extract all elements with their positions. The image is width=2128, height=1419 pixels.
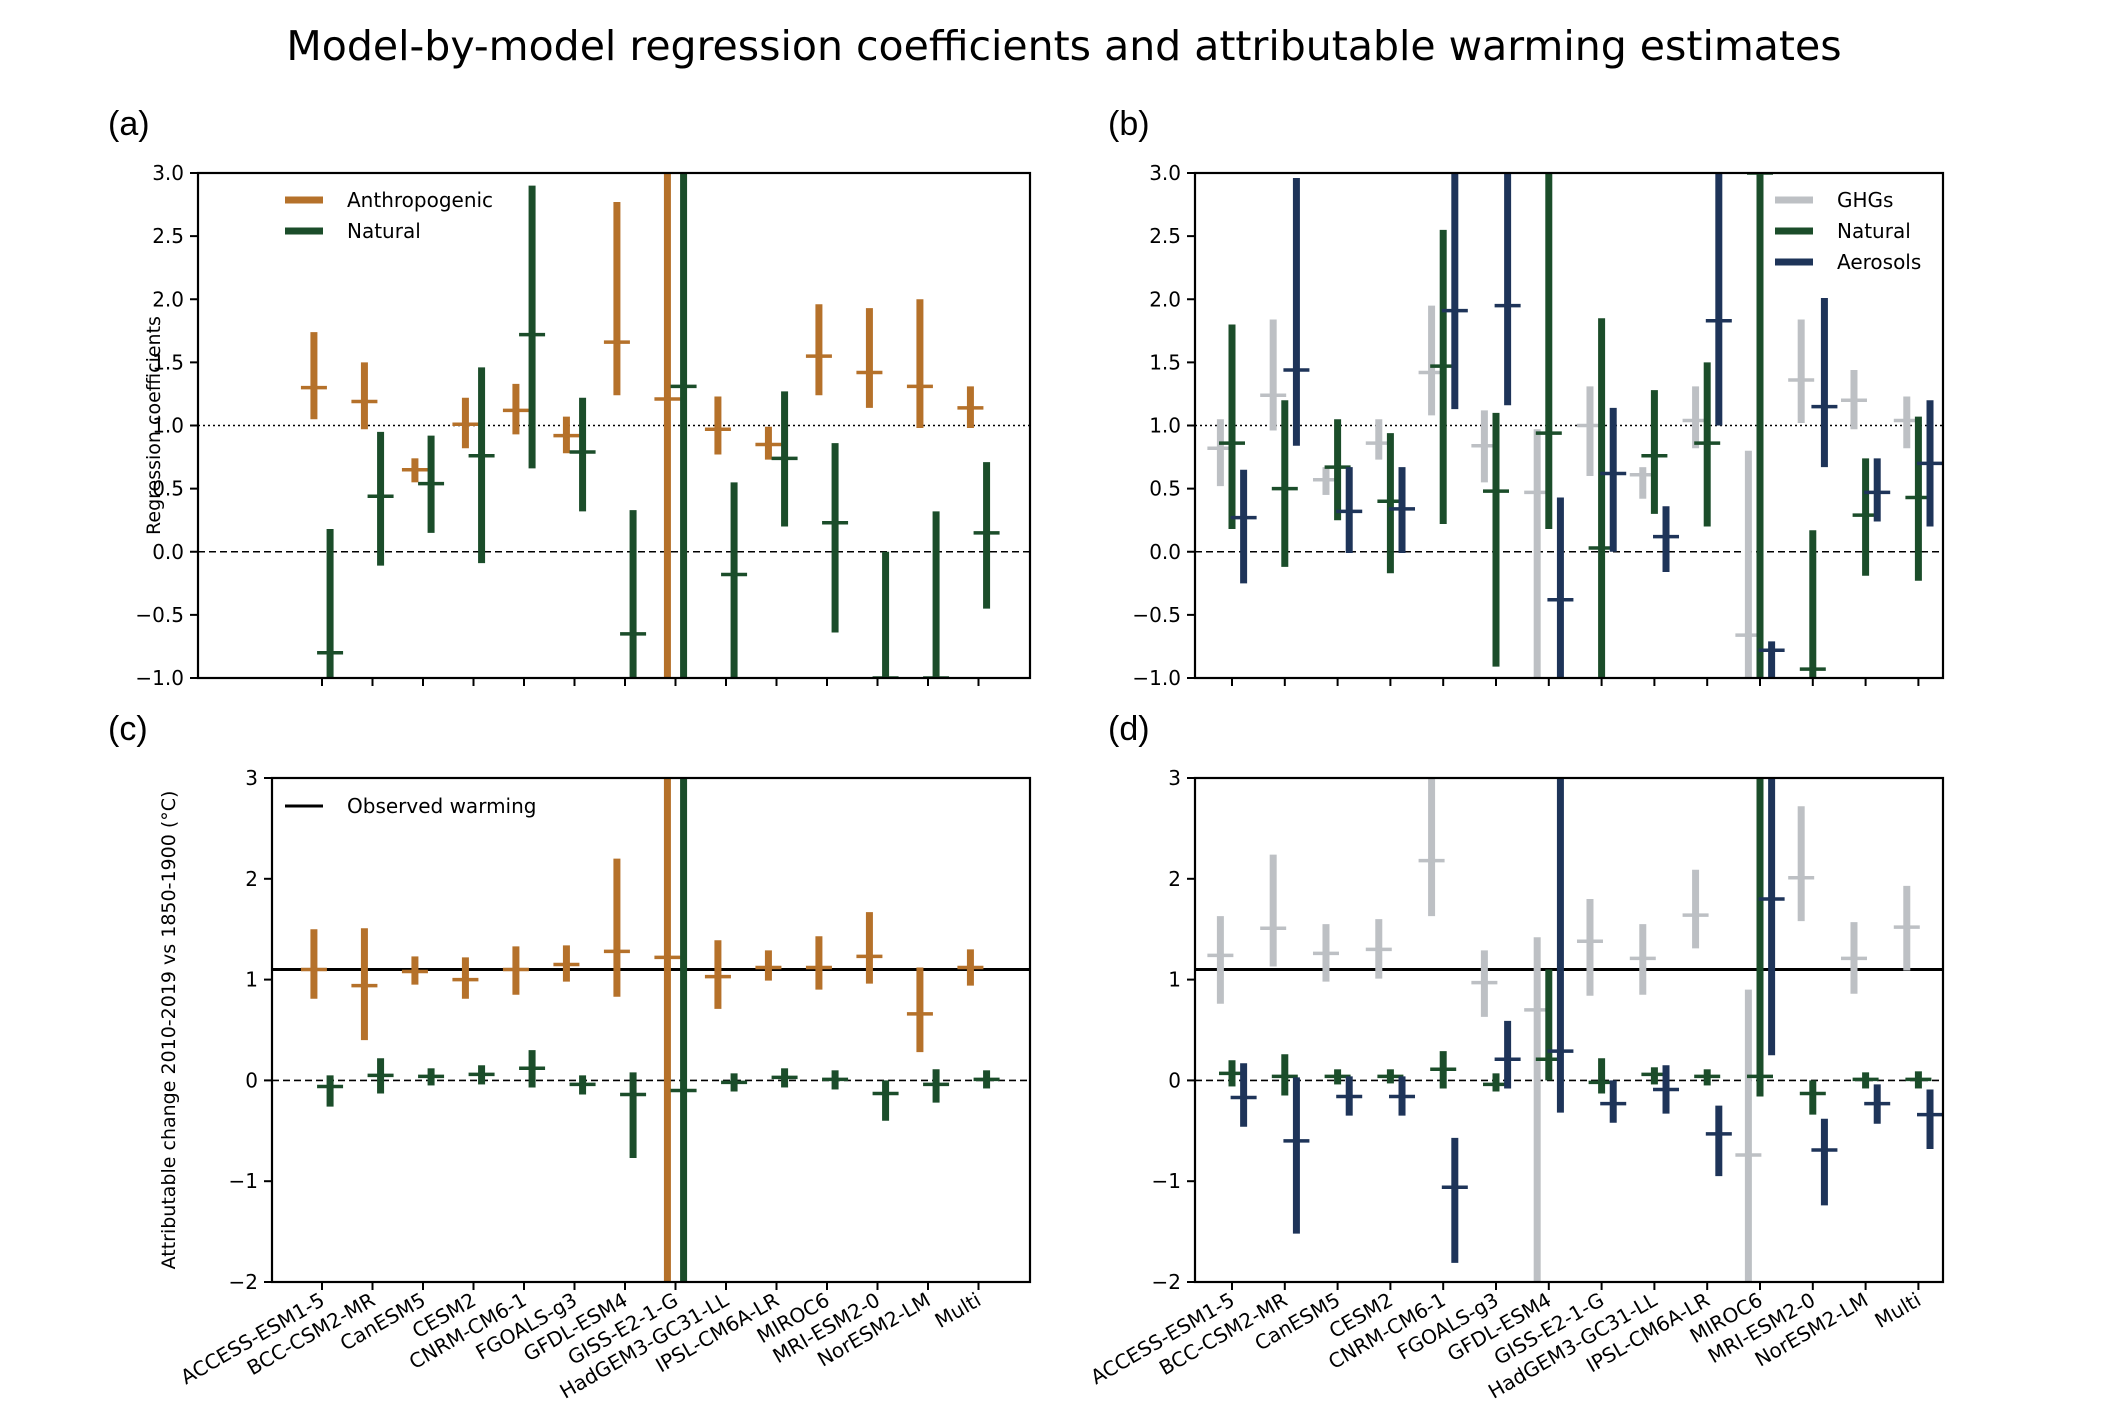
figure-title: Model-by-model regression coefficients a… (286, 22, 1842, 70)
y-tick-label: −2 (229, 1270, 258, 1294)
y-axis-title: Attributable change 2010-2019 vs 1850-19… (158, 791, 180, 1270)
plot-area (272, 778, 1030, 1282)
y-tick-label: −1.0 (1132, 666, 1181, 690)
panel-label: (b) (1108, 105, 1150, 143)
plot-frame (196, 171, 1032, 680)
y-tick-label: 1 (1168, 968, 1181, 992)
panel-a: (a) −1.0 −0.5 0.0 0.5 1.0 1.5 2.0 2.5 3.0 Regressi… (108, 105, 1032, 690)
y-tick-label: 2.5 (1149, 224, 1181, 248)
plot-frame (1193, 776, 1945, 1284)
plot-frame (270, 776, 1032, 1284)
x-tick-label: Multi (1871, 1288, 1925, 1333)
y-tick-label: 3.0 (152, 161, 184, 185)
y-tick-label: 2 (1168, 867, 1181, 891)
legend-label: Aerosols (1837, 250, 1921, 274)
legend-label: GHGs (1837, 188, 1893, 212)
y-tick-label: 0 (1168, 1068, 1181, 1092)
y-tick-label: 2.0 (1149, 287, 1181, 311)
legend-label: Anthropogenic (347, 188, 493, 212)
y-tick-label: −2 (1152, 1270, 1181, 1294)
y-tick-label: −0.5 (135, 603, 184, 627)
panel-label: (a) (108, 105, 150, 143)
x-tick-label: Multi (931, 1288, 985, 1333)
y-tick-label: −1 (229, 1169, 258, 1193)
y-tick-label: −1.0 (135, 666, 184, 690)
panel-b: (b) −1.0 −0.5 0.0 0.5 1.0 1.5 2.0 2.5 3.0 GHGs Natu… (1108, 105, 1945, 690)
y-tick-label: 2 (245, 867, 258, 891)
panel-c: (c) −2 −1 0 1 2 3 Attributable change 2010-2019… (108, 710, 1032, 1404)
panel-label: (d) (1108, 710, 1150, 748)
y-tick-label: 0 (245, 1068, 258, 1092)
plot-area (198, 173, 1030, 678)
y-tick-label: 1.5 (1149, 350, 1181, 374)
y-tick-label: −0.5 (1132, 603, 1181, 627)
y-tick-label: 1.0 (152, 414, 184, 438)
y-tick-label: 0.0 (152, 540, 184, 564)
plot-frame (1193, 171, 1945, 680)
y-tick-label: 1.5 (152, 350, 184, 374)
y-tick-label: 3 (1168, 766, 1181, 790)
y-tick-label: 0.5 (1149, 477, 1181, 501)
y-tick-label: 3 (245, 766, 258, 790)
y-tick-label: 0.0 (1149, 540, 1181, 564)
y-tick-label: 1.0 (1149, 414, 1181, 438)
panel-d: (d)−2−10123ACCESS-ESM1-5BCC-CSM2-MRCanES… (1086, 710, 1945, 1404)
y-axis-title: Regression coefficients (143, 316, 165, 535)
y-tick-label: −1 (1152, 1169, 1181, 1193)
legend-label: Natural (1837, 219, 1911, 243)
y-tick-label: 1 (245, 968, 258, 992)
y-tick-label: 2.0 (152, 287, 184, 311)
y-tick-label: 2.5 (152, 224, 184, 248)
legend-label: Natural (347, 219, 421, 243)
legend-label: Observed warming (347, 794, 536, 818)
plot-area (1195, 173, 1943, 678)
plot-area (1195, 778, 1943, 1282)
y-tick-label: 0.5 (152, 477, 184, 501)
y-tick-label: 3.0 (1149, 161, 1181, 185)
panel-label: (c) (108, 710, 148, 748)
